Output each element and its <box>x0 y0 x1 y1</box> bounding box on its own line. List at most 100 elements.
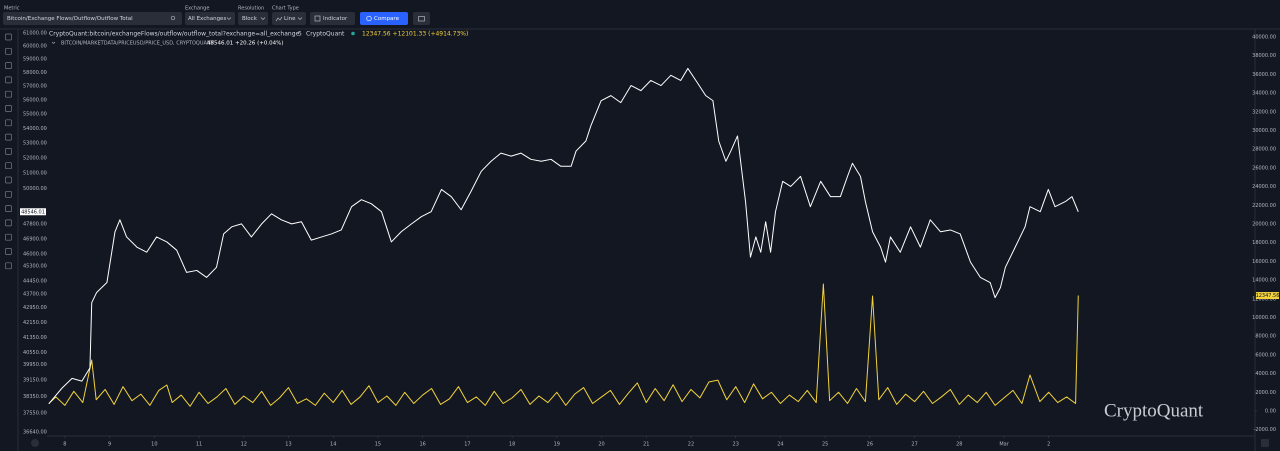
y2-tick-label: 40000.00 <box>1252 35 1276 41</box>
chevron <box>226 17 232 20</box>
chart-type-select[interactable] <box>272 12 306 25</box>
exchange-label: Exchange <box>185 6 209 12</box>
y2-tick-label: 22000.00 <box>1252 203 1276 209</box>
last-value-label: 48546.01 <box>21 209 45 215</box>
screenshot-button[interactable] <box>413 12 430 25</box>
y-tick-label: 45300.00 <box>23 263 47 269</box>
settings-button[interactable] <box>1261 439 1269 447</box>
collapse-icon[interactable] <box>51 41 56 44</box>
y-tick-label: 50000.00 <box>23 186 47 192</box>
compare-icon <box>366 15 372 22</box>
legend-series-name: CryptoQuant:bitcoin/exchangeFlows/outflo… <box>49 31 300 38</box>
y-tick-label: 38350.00 <box>23 394 47 400</box>
legend-status: 12347.56 +12101.33 (+4914.73%) <box>362 31 468 38</box>
x-tick-label: 8 <box>63 442 66 448</box>
series-line <box>48 283 1079 407</box>
y-tick-label: 42950.00 <box>23 305 47 311</box>
series-line <box>48 67 1079 405</box>
x-tick-label: 11 <box>196 442 202 448</box>
metric-value[interactable]: Bitcoin/Exchange Flows/Outflow/Outflow T… <box>7 16 133 22</box>
chart-type-value[interactable]: Line <box>284 16 296 22</box>
x-tick-label: 13 <box>285 442 291 448</box>
tool-icon <box>5 119 12 127</box>
y-tick-label: 42150.00 <box>23 320 47 326</box>
y-tick-label: 55000.00 <box>23 112 47 118</box>
y2-tick-label: 20000.00 <box>1252 221 1276 227</box>
y2-tick-label: 18000.00 <box>1252 240 1276 246</box>
y-tick-label: 43700.00 <box>23 292 47 298</box>
camera-icon <box>418 16 425 22</box>
tool-icon <box>5 62 12 69</box>
y2-tick-label: 16000.00 <box>1252 259 1276 265</box>
chart-type-label: Chart Type <box>272 6 299 12</box>
chevron <box>260 17 266 20</box>
x-tick-label: 15 <box>375 442 381 448</box>
x-tick-label: 24 <box>777 442 783 448</box>
x-tick-label: 14 <box>330 442 336 448</box>
resolution-select[interactable] <box>238 12 268 25</box>
x-tick-label: 16 <box>419 442 425 448</box>
y-tick-label: 52000.00 <box>23 155 47 161</box>
tool-icon <box>5 76 12 84</box>
compare-label[interactable]: Compare <box>374 16 400 22</box>
toolbar: Metric Bitcoin/Exchange Flows/Outflow/Ou… <box>3 6 430 25</box>
y-tick-label: 59000.00 <box>23 57 47 63</box>
x-tick-label: 12 <box>241 442 247 448</box>
y-tick-label: 58000.00 <box>23 70 47 76</box>
x-tick-label: 25 <box>822 442 828 448</box>
search-icon <box>170 15 176 21</box>
indicator-button[interactable] <box>310 12 355 25</box>
x-tick-label: 10 <box>151 442 157 448</box>
legend: CryptoQuant:bitcoin/exchangeFlows/outflo… <box>49 31 468 47</box>
timezone-button[interactable] <box>31 439 39 447</box>
x-tick-label: 19 <box>554 442 560 448</box>
exchange-value[interactable]: All Exchanges <box>188 16 226 22</box>
x-tick-label: Mar <box>999 442 1009 448</box>
exchange-select[interactable] <box>185 12 235 25</box>
line-icon <box>275 16 283 22</box>
y-tick-label: 61000.00 <box>23 31 47 37</box>
y-tick-label: 46000.00 <box>23 251 47 257</box>
chevron <box>297 17 303 20</box>
resolution-label: Resolution <box>238 6 264 12</box>
tool-icon <box>5 148 12 155</box>
y2-tick-label: 38000.00 <box>1252 53 1276 59</box>
compare-button[interactable] <box>360 12 408 25</box>
tool-icon <box>5 33 12 41</box>
y-tick-label: 41350.00 <box>23 335 47 341</box>
y2-tick-label: 6000.00 <box>1255 352 1276 358</box>
x-tick-label: 17 <box>464 442 470 448</box>
last-value-badge <box>1256 292 1279 300</box>
y2-tick-label: 4000.00 <box>1255 371 1276 377</box>
y2-tick-label: 12000.00 <box>1252 296 1276 302</box>
indicator-label[interactable]: Indicator <box>323 16 348 22</box>
tool-icon <box>5 205 12 212</box>
y2-tick-label: 30000.00 <box>1252 128 1276 134</box>
legend-interval: 5 <box>298 31 302 38</box>
tool-icon <box>5 162 12 170</box>
y2-tick-label: 32000.00 <box>1252 109 1276 115</box>
plot-area <box>48 67 1079 407</box>
metric-select[interactable] <box>3 12 182 25</box>
y-tick-label: 37550.00 <box>23 410 47 416</box>
tool-icon <box>5 190 12 198</box>
y2-tick-label: 28000.00 <box>1252 147 1276 153</box>
y2-tick-label: 0.00 <box>1265 408 1276 414</box>
y-tick-label: 46900.00 <box>23 236 47 242</box>
tool-icon <box>5 219 12 227</box>
tool-icon <box>5 47 12 55</box>
y2-tick-label: 14000.00 <box>1252 278 1276 284</box>
y-tick-label: 36640.00 <box>23 430 47 436</box>
resolution-value[interactable]: Block <box>242 16 258 22</box>
y-tick-label: 39950.00 <box>23 362 47 368</box>
y2-tick-label: 8000.00 <box>1255 334 1276 340</box>
y-tick-label: 56000.00 <box>23 97 47 103</box>
legend-source: CryptoQuant <box>306 31 345 38</box>
metric-label: Metric <box>4 6 20 12</box>
x-tick-label: 27 <box>911 442 917 448</box>
tool-icon <box>5 133 12 141</box>
y2-tick-label: -2000.00 <box>1254 427 1276 433</box>
y2-tick-label: 24000.00 <box>1252 184 1276 190</box>
watermark: CryptoQuant <box>1104 400 1204 421</box>
y-tick-label: 54000.00 <box>23 126 47 132</box>
